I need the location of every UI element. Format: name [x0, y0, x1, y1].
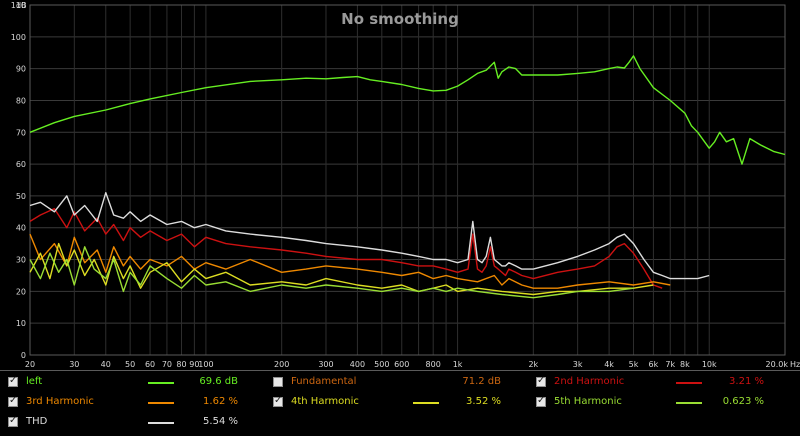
legend-item-4th-harmonic[interactable]: ✓ 4th Harmonic 3.52 % [273, 393, 535, 413]
legend-value: 3.52 % [466, 396, 501, 407]
legend-item-5th-harmonic[interactable]: ✓ 5th Harmonic 0.623 % [536, 393, 798, 413]
legend-item-fundamental[interactable]: Fundamental 71.2 dB [273, 373, 535, 393]
legend-row-2: ✓ 3rd Harmonic 1.62 % ✓ 4th Harmonic 3.5… [0, 393, 800, 413]
series-line-thd [29, 191, 710, 280]
y-tick-label: 100 [11, 33, 26, 42]
legend-label: left [26, 376, 43, 387]
legend-item-3rd-harmonic[interactable]: ✓ 3rd Harmonic 1.62 % [8, 393, 270, 413]
legend-panel: ✓ left 69.6 dB Fundamental 71.2 dB ✓ 2nd… [0, 370, 800, 436]
legend-swatch [676, 402, 702, 404]
y-tick-label: 20 [16, 287, 26, 296]
legend-label: THD [26, 416, 48, 427]
x-tick-label: 1k [453, 360, 463, 369]
x-tick-label: 10k [702, 360, 717, 369]
check-icon: ✓ [9, 375, 18, 386]
x-tick-label: 20.0k [766, 360, 789, 369]
legend-value: 5.54 % [203, 416, 238, 427]
x-tick-label: 90 [189, 360, 199, 369]
x-tick-label: 400 [350, 360, 365, 369]
x-tick-label: 3k [573, 360, 583, 369]
y-tick-label: 50 [16, 192, 26, 201]
check-icon: ✓ [9, 415, 18, 426]
check-icon: ✓ [537, 375, 546, 386]
y-tick-label: 40 [16, 224, 26, 233]
legend-label: Fundamental [291, 376, 357, 387]
series-group [29, 55, 786, 299]
3rd-harmonic-checkbox[interactable]: ✓ [8, 395, 18, 407]
y-tick-label: 30 [16, 256, 26, 265]
legend-row-3: ✓ THD 5.54 % [0, 413, 800, 433]
y-tick-label: 10 [16, 319, 26, 328]
x-tick-label: 40 [101, 360, 111, 369]
x-tick-label: 8k [680, 360, 690, 369]
chart-title: No smoothing [341, 10, 459, 28]
series-line-5th-harmonic [29, 246, 634, 299]
y-axis-unit: dB [16, 1, 27, 10]
x-tick-label: 300 [318, 360, 333, 369]
legend-value: 0.623 % [722, 396, 764, 407]
5th-harmonic-checkbox[interactable]: ✓ [536, 395, 546, 407]
series-line-3rd-harmonic [29, 233, 671, 289]
x-tick-label: 800 [426, 360, 441, 369]
series-line-2nd-harmonic [29, 207, 663, 289]
x-tick-label: 7k [665, 360, 675, 369]
check-icon: ✓ [274, 395, 283, 406]
legend-swatch [676, 382, 702, 384]
series-line-4th-harmonic [29, 242, 654, 296]
x-tick-label: 500 [374, 360, 389, 369]
thd-checkbox[interactable]: ✓ [8, 415, 18, 427]
4th-harmonic-checkbox[interactable]: ✓ [273, 395, 283, 407]
y-tick-label: 80 [16, 96, 26, 105]
x-tick-label: 5k [629, 360, 639, 369]
y-tick-label: 60 [16, 160, 26, 169]
x-tick-label: 60 [145, 360, 155, 369]
x-tick-label: 50 [125, 360, 135, 369]
legend-swatch [413, 402, 439, 404]
legend-item-2nd-harmonic[interactable]: ✓ 2nd Harmonic 3.21 % [536, 373, 798, 393]
x-tick-label: 600 [394, 360, 409, 369]
x-tick-label: 30 [69, 360, 79, 369]
y-tick-label: 0 [21, 351, 26, 360]
legend-label: 3rd Harmonic [26, 396, 94, 407]
x-axis-unit: Hz [790, 360, 800, 369]
legend-label: 5th Harmonic [554, 396, 622, 407]
grid [29, 4, 786, 356]
fundamental-checkbox[interactable] [273, 377, 283, 387]
x-tick-label: 200 [274, 360, 289, 369]
series-line-left [29, 55, 786, 165]
legend-swatch [148, 382, 174, 384]
legend-value: 1.62 % [203, 396, 238, 407]
left-checkbox[interactable]: ✓ [8, 375, 18, 387]
x-tick-label: 100 [198, 360, 213, 369]
legend-item-thd[interactable]: ✓ THD 5.54 % [8, 413, 270, 433]
legend-row-1: ✓ left 69.6 dB Fundamental 71.2 dB ✓ 2nd… [0, 373, 800, 393]
legend-label: 2nd Harmonic [554, 376, 625, 387]
y-tick-label: 90 [16, 65, 26, 74]
legend-item-left[interactable]: ✓ left 69.6 dB [8, 373, 270, 393]
x-tick-label: 80 [176, 360, 186, 369]
x-tick-label: 20 [25, 360, 35, 369]
x-tick-label: 70 [162, 360, 172, 369]
check-icon: ✓ [537, 395, 546, 406]
y-tick-label: 70 [16, 128, 26, 137]
check-icon: ✓ [9, 395, 18, 406]
x-tick-label: 4k [604, 360, 614, 369]
legend-label: 4th Harmonic [291, 396, 359, 407]
plot-frame [29, 4, 786, 356]
legend-value: 3.21 % [729, 376, 764, 387]
x-tick-label: 2k [528, 360, 538, 369]
2nd-harmonic-checkbox[interactable]: ✓ [536, 375, 546, 387]
legend-swatch [148, 422, 174, 424]
plot-background [0, 0, 800, 370]
x-tick-label: 6k [649, 360, 659, 369]
legend-value: 69.6 dB [199, 376, 238, 387]
legend-value: 71.2 dB [462, 376, 501, 387]
y-tick-label: 110 [11, 1, 26, 10]
legend-swatch [148, 402, 174, 404]
